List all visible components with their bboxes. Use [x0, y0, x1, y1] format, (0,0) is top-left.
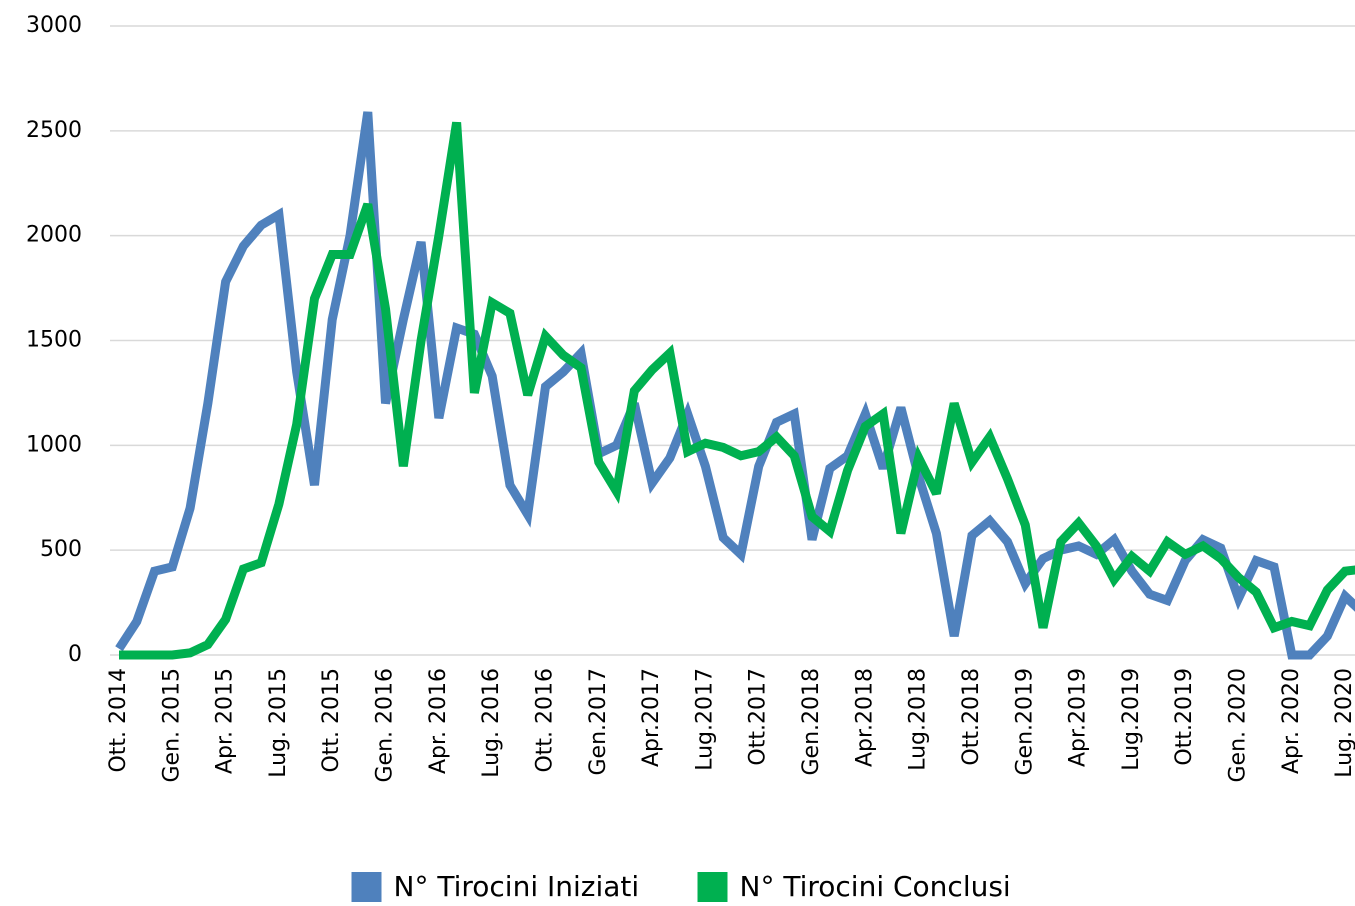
x-tick-label: Ott. 2016 [532, 668, 557, 773]
series-line [115, 111, 1355, 660]
x-tick-label: Lug.2019 [1119, 668, 1144, 771]
x-tick-label: Apr. 2015 [213, 668, 238, 774]
x-tick-label: Lug.2018 [906, 668, 931, 771]
x-tick-label: Ott. 2014 [106, 668, 131, 773]
x-tick-label: Apr.2019 [1066, 668, 1091, 767]
legend-swatch [351, 872, 382, 902]
x-tick-label: Gen. 2016 [373, 668, 398, 783]
y-tick-label: 1000 [26, 432, 82, 457]
x-tick-label: Gen.2017 [586, 668, 611, 776]
x-tick-label: Gen. 2015 [159, 668, 184, 783]
x-tick-label: Gen. 2020 [1226, 668, 1251, 783]
x-tick-label: Lug. 2016 [479, 668, 504, 778]
x-tick-label: Ott.2019 [1172, 668, 1197, 766]
x-tick-label: Lug.2017 [692, 668, 717, 771]
x-tick-label: Lug. 2015 [266, 668, 291, 778]
x-tick-label: Apr.2018 [852, 668, 877, 767]
x-tick-label: Apr. 2020 [1279, 668, 1304, 774]
y-tick-label: 2500 [26, 118, 82, 143]
legend-swatch [697, 872, 728, 902]
x-tick-label: Gen.2018 [799, 668, 824, 776]
y-tick-label: 0 [68, 642, 82, 667]
x-tick-label: Ott. 2015 [319, 668, 344, 773]
x-tick-label: Ott.2018 [959, 668, 984, 766]
y-tick-label: 500 [40, 537, 82, 562]
x-tick-label: Apr.2017 [639, 668, 664, 767]
x-tick-label: Gen.2019 [1012, 668, 1037, 776]
x-tick-label: Ott.2017 [746, 668, 771, 766]
legend-label: N° Tirocini Iniziati [394, 870, 640, 903]
y-tick-label: 1500 [26, 328, 82, 353]
x-tick-label: Lug. 2020 [1332, 668, 1355, 778]
x-tick-label: Apr. 2016 [426, 668, 451, 774]
y-tick-label: 3000 [26, 13, 82, 38]
y-tick-label: 2000 [26, 223, 82, 248]
series-line [119, 121, 1355, 660]
legend-label: N° Tirocini Conclusi [740, 870, 1011, 903]
